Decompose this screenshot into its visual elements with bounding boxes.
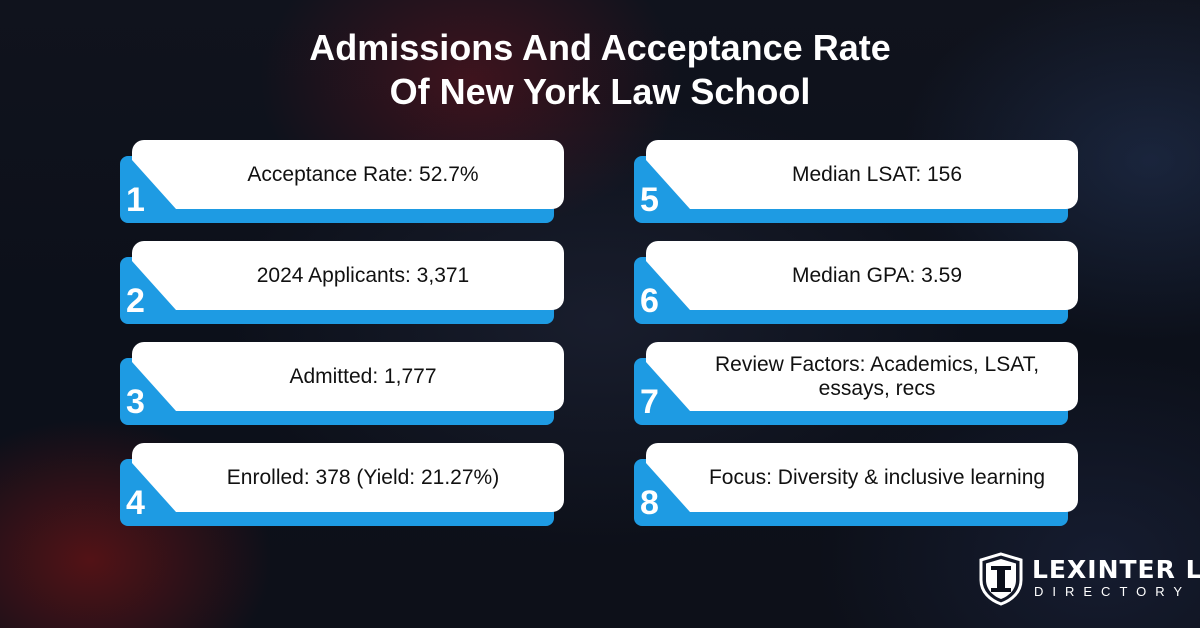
logo-name: LEXINTER LAW (1032, 555, 1200, 584)
stat-card-1: 1 Acceptance Rate: 52.7% (120, 140, 564, 223)
card-number: 7 (640, 383, 659, 421)
shield-pillar-icon (979, 552, 1023, 606)
stat-card-8: 8 Focus: Diversity & inclusive learning (634, 443, 1078, 526)
stat-card-5: 5 Median LSAT: 156 (634, 140, 1078, 223)
card-box (646, 241, 1078, 310)
stat-card-4: 4 Enrolled: 378 (Yield: 21.27%) (120, 443, 564, 526)
card-number: 1 (126, 181, 145, 219)
card-label: Focus: Diversity & inclusive learning (708, 465, 1046, 489)
card-number: 4 (126, 484, 145, 522)
card-label: 2024 Applicants: 3,371 (256, 263, 470, 287)
card-label: Median GPA: 3.59 (791, 263, 963, 287)
page-title: Admissions And Acceptance Rate Of New Yo… (0, 26, 1200, 114)
card-number: 8 (640, 484, 659, 522)
card-box (132, 241, 564, 310)
card-box (646, 342, 1078, 411)
title-line-1: Admissions And Acceptance Rate (309, 27, 891, 68)
logo-subtitle: DIRECTORY (1034, 584, 1192, 599)
card-label: Enrolled: 378 (Yield: 21.27%) (226, 465, 500, 489)
card-number: 3 (126, 383, 145, 421)
card-box (132, 443, 564, 512)
stat-card-3: 3 Admitted: 1,777 (120, 342, 564, 425)
card-box (646, 140, 1078, 209)
card-label: Acceptance Rate: 52.7% (247, 162, 479, 186)
card-box (132, 342, 564, 411)
stat-card-7: 7 Review Factors: Academics, LSAT, essay… (634, 342, 1078, 425)
title-line-2: Of New York Law School (389, 71, 811, 112)
stat-card-2: 2 2024 Applicants: 3,371 (120, 241, 564, 324)
brand-logo: LEXINTER LAW DIRECTORY (978, 552, 1200, 610)
card-number: 6 (640, 282, 659, 320)
card-label: Review Factors: Academics, LSAT, essays,… (714, 352, 1040, 400)
card-label: Admitted: 1,777 (289, 364, 437, 388)
card-label: Median LSAT: 156 (791, 162, 963, 186)
card-box (132, 140, 564, 209)
card-box (646, 443, 1078, 512)
card-number: 2 (126, 282, 145, 320)
card-number: 5 (640, 181, 659, 219)
stat-card-6: 6 Median GPA: 3.59 (634, 241, 1078, 324)
